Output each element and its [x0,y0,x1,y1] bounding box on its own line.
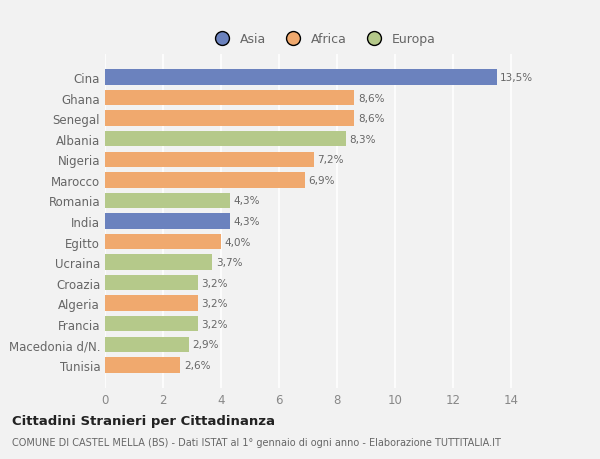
Text: COMUNE DI CASTEL MELLA (BS) - Dati ISTAT al 1° gennaio di ogni anno - Elaborazio: COMUNE DI CASTEL MELLA (BS) - Dati ISTAT… [12,437,501,447]
Bar [105,234,221,250]
Legend: Asia, Africa, Europa: Asia, Africa, Europa [205,28,440,51]
Bar [105,337,189,352]
Text: 4,3%: 4,3% [233,217,260,226]
Bar [105,275,198,291]
Text: 3,2%: 3,2% [201,319,228,329]
Text: 6,9%: 6,9% [308,175,335,185]
Text: 2,9%: 2,9% [193,340,219,349]
Text: 7,2%: 7,2% [317,155,344,165]
Text: 3,2%: 3,2% [201,298,228,308]
Bar [105,173,305,188]
Bar [105,255,212,270]
Bar [105,358,181,373]
Text: 8,6%: 8,6% [358,94,385,103]
Bar [105,214,230,229]
Text: 8,3%: 8,3% [349,134,376,145]
Bar [105,91,355,106]
Text: 4,0%: 4,0% [224,237,251,247]
Bar [105,70,497,85]
Text: 3,7%: 3,7% [216,257,242,268]
Bar [105,316,198,332]
Bar [105,193,230,209]
Bar [105,132,346,147]
Bar [105,296,198,311]
Text: 4,3%: 4,3% [233,196,260,206]
Text: 2,6%: 2,6% [184,360,211,370]
Text: 8,6%: 8,6% [358,114,385,124]
Text: 3,2%: 3,2% [201,278,228,288]
Bar [105,111,355,127]
Text: Cittadini Stranieri per Cittadinanza: Cittadini Stranieri per Cittadinanza [12,414,275,428]
Text: 13,5%: 13,5% [500,73,533,83]
Bar [105,152,314,168]
